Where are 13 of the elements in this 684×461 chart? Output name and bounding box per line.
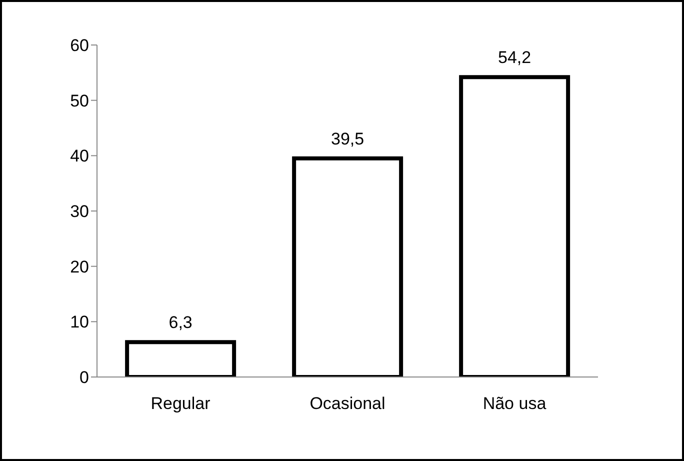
y-tick-label: 10 [70,312,89,332]
y-tick-label: 30 [70,202,89,222]
y-tick-label: 40 [70,146,89,166]
y-tick-label: 60 [70,36,89,56]
y-tick-label: 20 [70,257,89,276]
data-label: 6,3 [168,313,192,332]
data-label: 54,2 [498,48,532,68]
x-tick-label: Não usa [482,394,547,414]
data-label: 39,5 [331,129,364,148]
x-tick-label: Regular [150,394,211,414]
y-tick-label: 0 [80,368,89,388]
y-tick-label: 50 [70,91,89,110]
x-tick-label: Ocasional [310,394,386,414]
